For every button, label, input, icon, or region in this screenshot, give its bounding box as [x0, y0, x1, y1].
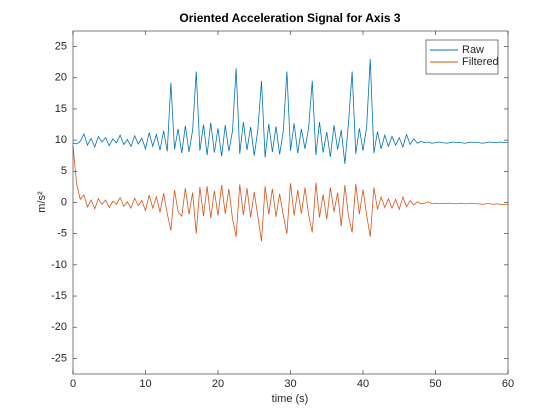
- legend-box: [425, 39, 499, 75]
- y-tick-label: -25: [51, 352, 67, 364]
- x-tick-label: 10: [139, 378, 151, 390]
- y-tick-label: 15: [55, 103, 67, 115]
- x-tick-label: 40: [357, 378, 369, 390]
- data-line: [72, 146, 508, 242]
- y-tick-label: 0: [61, 196, 67, 208]
- legend-label: Filtered: [462, 56, 499, 68]
- y-tick-label: -20: [51, 321, 67, 333]
- data-line: [72, 59, 508, 164]
- x-tick-label: 60: [502, 378, 514, 390]
- y-tick-label: -5: [57, 228, 67, 240]
- x-tick-label: 0: [70, 378, 76, 390]
- y-tick-label: 25: [55, 40, 67, 52]
- x-tick-label: 30: [284, 378, 296, 390]
- y-axis-label: m/s²: [36, 191, 48, 213]
- y-tick-label: -15: [51, 290, 67, 302]
- x-tick-label: 50: [429, 378, 441, 390]
- y-tick-label: 20: [55, 72, 67, 84]
- legend-label: Raw: [462, 44, 484, 56]
- y-tick-label: -10: [51, 259, 67, 271]
- y-tick-label: 10: [55, 134, 67, 146]
- chart-title: Oriented Acceleration Signal for Axis 3: [179, 11, 401, 25]
- x-axis-label: time (s): [272, 393, 309, 405]
- x-tick-label: 20: [212, 378, 224, 390]
- y-tick-label: 5: [61, 165, 67, 177]
